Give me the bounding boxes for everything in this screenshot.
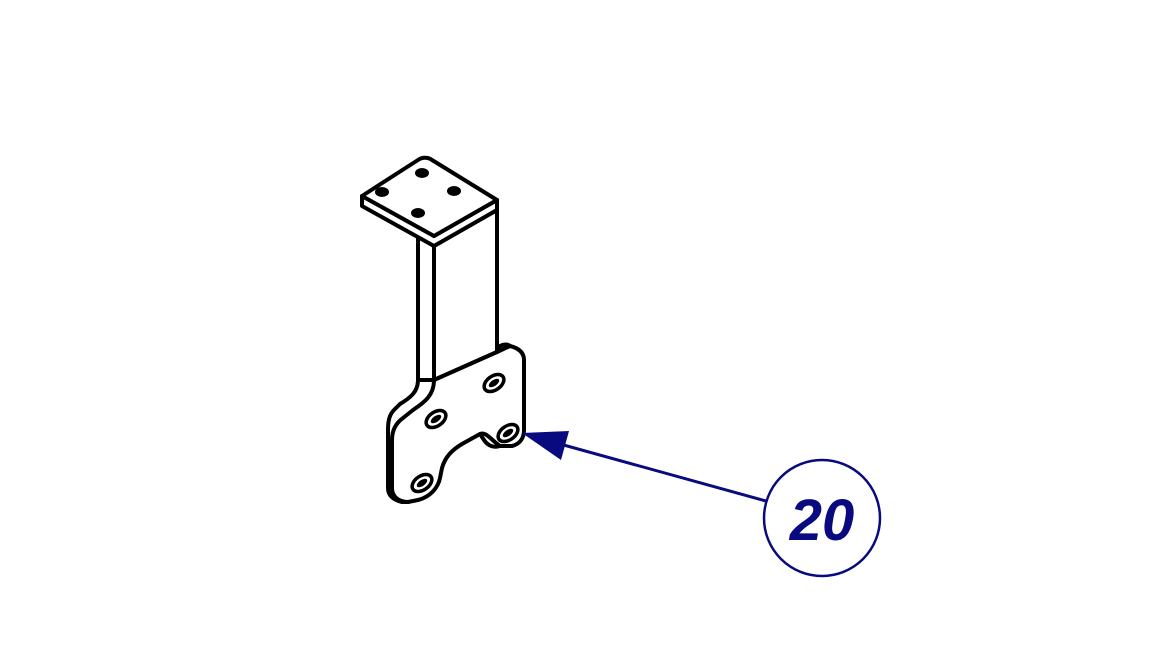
bracket-hole-4	[411, 208, 425, 218]
bracket-lower-plate	[390, 344, 526, 504]
callout-balloon	[762, 458, 882, 578]
bracket-hole-2	[375, 187, 389, 197]
leader-line	[559, 442, 767, 503]
bracket-top-plate	[360, 155, 499, 238]
bracket-slot-upper-right	[482, 372, 506, 394]
bracket-hole-1	[415, 168, 429, 178]
leader-arrowhead	[522, 431, 569, 460]
bracket-hole-3	[447, 186, 461, 196]
bracket-stem-side	[416, 234, 436, 382]
bracket-slot-middle-left	[424, 408, 448, 430]
bracket-part	[360, 155, 526, 504]
bracket-slot-lower-left	[410, 472, 434, 494]
callout: 20	[522, 431, 882, 578]
bracket-notch-edge	[478, 432, 502, 449]
bracket-right-edge	[495, 342, 512, 354]
callout-number: 20	[789, 488, 855, 553]
bracket-lower-edge	[386, 378, 420, 504]
bracket-slot-lower-right	[496, 422, 520, 444]
